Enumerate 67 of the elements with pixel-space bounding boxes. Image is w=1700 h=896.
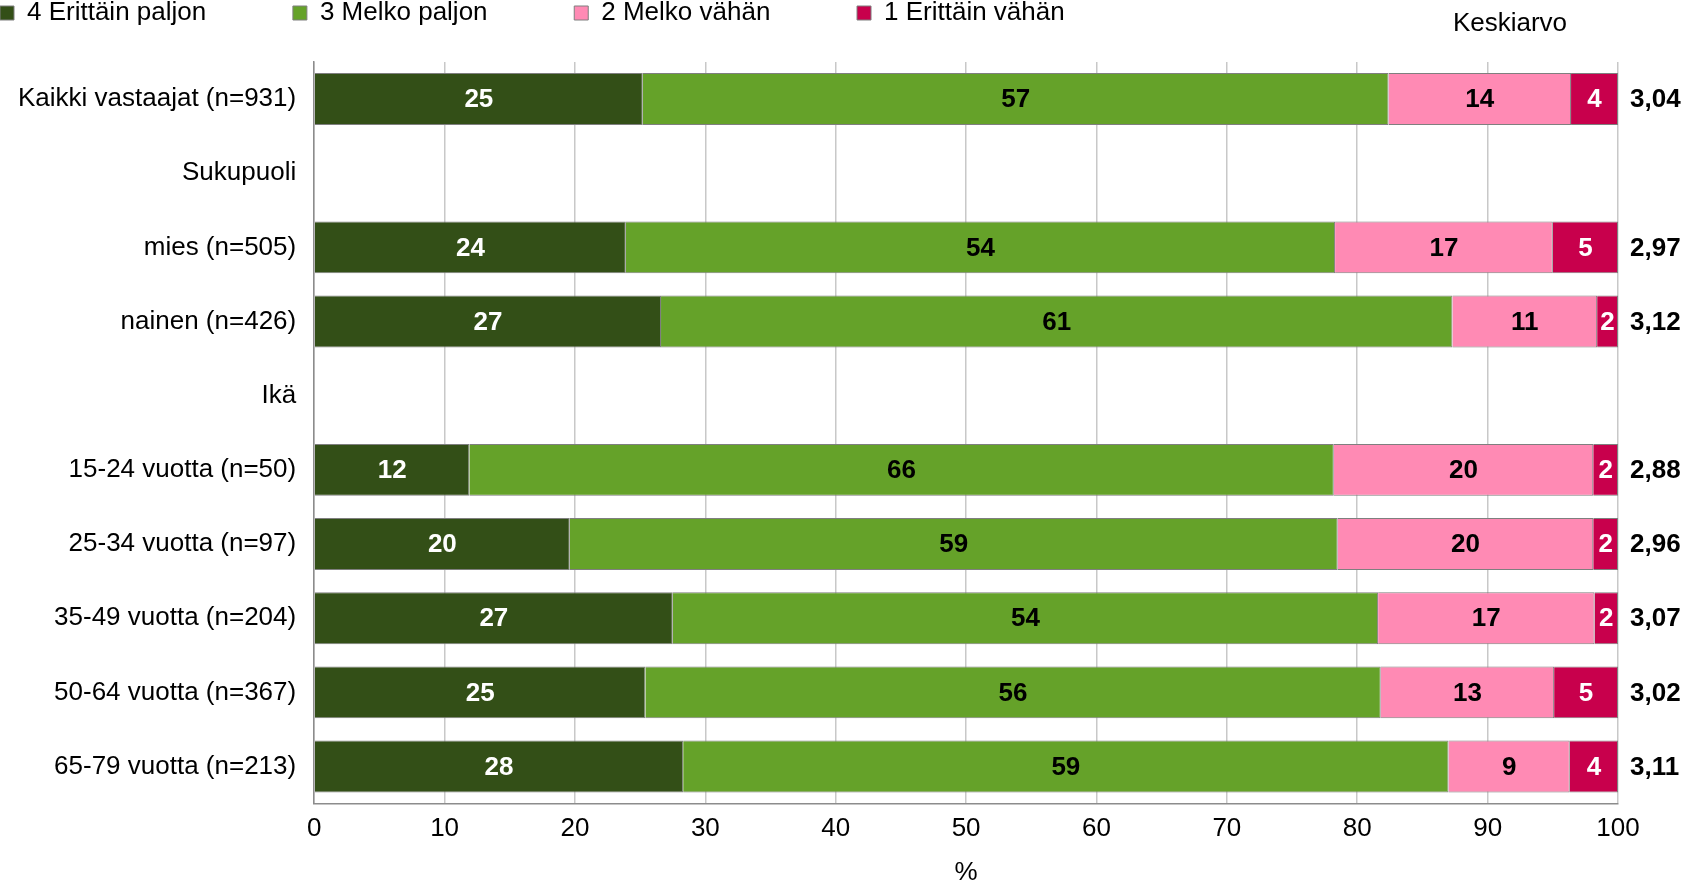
y-tick-label: nainen (n=426) xyxy=(120,304,297,335)
data-label: 2 xyxy=(1598,528,1613,559)
text: 2,97 xyxy=(1630,231,1681,262)
data-label: 2 xyxy=(1598,454,1613,485)
data-label: 5 xyxy=(1578,676,1594,707)
data-label: 25 xyxy=(465,676,495,707)
text: Keskiarvo xyxy=(1452,7,1568,38)
text: 2,88 xyxy=(1630,454,1681,485)
text: 2,96 xyxy=(1630,528,1681,559)
data-label: 66 xyxy=(887,454,917,485)
text: 3,02 xyxy=(1630,676,1681,707)
x-tick-label: 80 xyxy=(1342,812,1372,843)
data-label: 12 xyxy=(377,454,407,485)
data-label: 2 xyxy=(1600,305,1615,336)
x-tick-label: 30 xyxy=(690,812,720,843)
x-tick-label: 20 xyxy=(560,812,590,843)
data-label: 5 xyxy=(1578,231,1593,262)
x-tick-label: 70 xyxy=(1212,812,1242,843)
x-tick-label: 10 xyxy=(430,812,460,843)
data-label: 59 xyxy=(1051,750,1081,781)
data-label: 20 xyxy=(1449,454,1478,485)
legend-label: 3 Melko paljon xyxy=(319,0,575,27)
data-label: 27 xyxy=(473,305,503,336)
data-label: 17 xyxy=(1471,602,1501,633)
data-label: 61 xyxy=(1042,305,1072,336)
y-tick-label: 15-24 vuotta (n=50) xyxy=(68,453,297,484)
x-tick-label: 50 xyxy=(951,812,981,843)
text: 3,12 xyxy=(1630,305,1681,336)
y-tick-label: Sukupuoli xyxy=(182,156,297,187)
y-tick-label: Ikä xyxy=(261,378,297,409)
y-tick-label: 50-64 vuotta (n=367) xyxy=(54,675,297,706)
data-label: 9 xyxy=(1501,750,1517,781)
x-tick-label: 90 xyxy=(1473,812,1503,843)
text: 3,11 xyxy=(1630,750,1680,781)
data-label: 28 xyxy=(484,750,514,781)
legend-label: 2 Melko vähän xyxy=(601,0,858,27)
data-label: 54 xyxy=(1010,602,1041,633)
data-label: 11 xyxy=(1511,305,1539,336)
x-tick-label: 40 xyxy=(821,812,851,843)
data-label: 27 xyxy=(479,602,509,633)
data-label: 2 xyxy=(1599,602,1614,633)
y-tick-label: 25-34 vuotta (n=97) xyxy=(68,527,297,558)
data-label: 57 xyxy=(1001,83,1031,114)
data-label: 4 xyxy=(1586,750,1602,781)
data-label: 24 xyxy=(455,231,486,262)
y-tick-label: 35-49 vuotta (n=204) xyxy=(54,601,297,632)
x-tick-label: 100 xyxy=(1596,812,1640,843)
data-label: 25 xyxy=(464,83,494,114)
x-axis-title: % xyxy=(954,855,978,886)
data-label: 20 xyxy=(427,528,457,559)
y-tick-label: mies (n=505) xyxy=(143,230,297,261)
data-label: 17 xyxy=(1429,231,1459,262)
legend-label: 4 Erittäin paljon xyxy=(27,0,293,27)
data-label: 54 xyxy=(965,231,996,262)
data-label: 14 xyxy=(1465,83,1495,114)
data-label: 56 xyxy=(998,676,1028,707)
y-tick-label: Kaikki vastaajat (n=931) xyxy=(17,82,297,113)
legend-label: 1 Erittäin vähän xyxy=(884,0,1152,27)
data-label: 4 xyxy=(1587,83,1603,114)
x-tick-label: 0 xyxy=(306,812,322,843)
text: 3,04 xyxy=(1630,83,1682,114)
x-tick-label: 60 xyxy=(1082,812,1111,843)
text: 3,07 xyxy=(1630,602,1681,633)
data-label: 20 xyxy=(1451,528,1480,559)
y-tick-label: 65-79 vuotta (n=213) xyxy=(54,749,297,780)
data-label: 13 xyxy=(1452,676,1482,707)
data-label: 59 xyxy=(939,528,969,559)
